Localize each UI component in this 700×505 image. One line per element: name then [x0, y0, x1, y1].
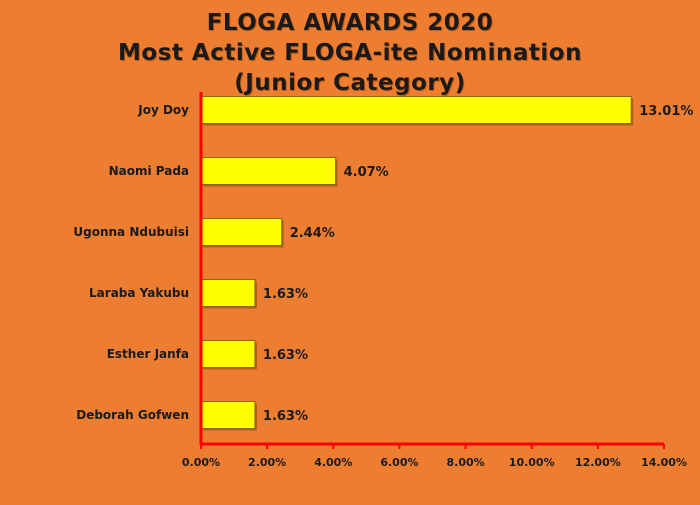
bar-4: [200, 279, 256, 307]
bar-3: [200, 218, 283, 246]
category-label: Laraba Yakubu: [89, 286, 189, 300]
axis-layer: 0.00% 2.00% 4.00% 6.00% 8.00% 10.00% 12.00% 14.…: [182, 92, 687, 469]
bar-5: [200, 340, 256, 368]
bar-6: [200, 401, 256, 429]
x-tick-label: 10.00%: [509, 456, 555, 469]
labels-layer: Joy Doy 13.01% Naomi Pada 4.07% Ugonna Ndubu…: [73, 103, 693, 424]
value-label: 2.44%: [290, 226, 335, 241]
value-label: 1.63%: [263, 287, 308, 302]
chart-title-line-2: Most Active FLOGA-ite Nomination: [118, 40, 582, 66]
category-label: Naomi Pada: [109, 164, 189, 178]
x-tick-label: 6.00%: [380, 456, 418, 469]
chart-title-line-1: FLOGA AWARDS 2020: [206, 10, 494, 36]
category-label: Deborah Gofwen: [76, 408, 189, 422]
x-tick-label: 12.00%: [575, 456, 621, 469]
x-tick-label: 8.00%: [446, 456, 484, 469]
category-label: Joy Doy: [137, 103, 189, 117]
bars-layer: [200, 96, 634, 431]
value-label: 1.63%: [263, 409, 308, 424]
value-label: 13.01%: [639, 104, 693, 119]
bar-1: [200, 96, 632, 124]
category-label: Ugonna Ndubuisi: [73, 225, 189, 239]
value-label: 1.63%: [263, 348, 308, 363]
bar-2: [200, 157, 337, 185]
x-tick-label: 14.00%: [641, 456, 687, 469]
x-tick-label: 0.00%: [182, 456, 220, 469]
category-label: Esther Janfa: [107, 347, 189, 361]
x-tick-label: 2.00%: [248, 456, 286, 469]
value-label: 4.07%: [344, 165, 389, 180]
x-tick-label: 4.00%: [314, 456, 352, 469]
chart-title-line-3: (Junior Category): [234, 70, 466, 96]
